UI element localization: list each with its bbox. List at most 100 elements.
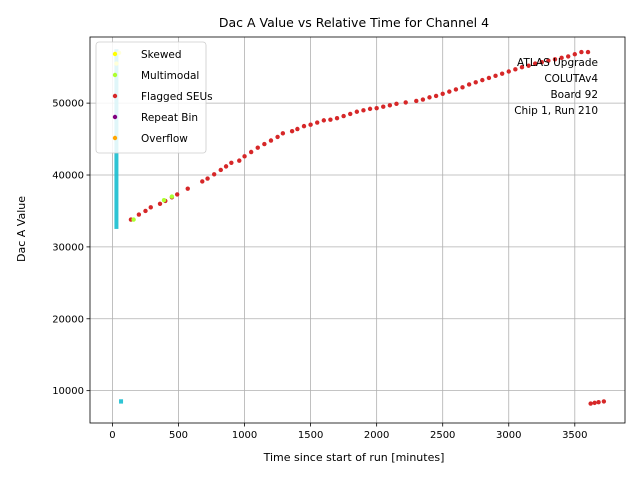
data-point — [157, 201, 163, 206]
data-point — [552, 57, 558, 62]
legend-marker — [112, 51, 118, 57]
data-point — [546, 58, 551, 63]
x-tick-label: 2500 — [430, 430, 455, 441]
data-point — [387, 103, 393, 108]
data-point — [601, 399, 607, 404]
data-point — [585, 49, 591, 55]
x-tick-label: 1500 — [298, 430, 323, 441]
legend-marker — [112, 114, 118, 120]
data-point — [433, 93, 439, 99]
data-point — [200, 179, 205, 184]
data-point — [218, 167, 223, 173]
x-tick-label: 1000 — [232, 430, 257, 441]
data-point — [486, 75, 492, 81]
data-point — [499, 71, 505, 76]
data-point — [447, 89, 452, 94]
data-point — [559, 55, 564, 61]
legend-box — [95, 41, 207, 154]
data-point — [588, 401, 593, 406]
data-point — [427, 95, 432, 100]
data-point — [223, 164, 229, 169]
x-tick-label: 500 — [169, 430, 188, 441]
y-tick-label: 50000 — [52, 99, 84, 110]
data-point — [334, 116, 340, 121]
annotation: ATLAS Upgrade COLUTAv4 Board 92 Chip 1, Run… — [514, 57, 598, 117]
data-point — [295, 126, 300, 132]
data-point — [185, 186, 190, 191]
data-point — [268, 138, 274, 143]
grid — [90, 37, 625, 423]
data-point — [414, 98, 419, 104]
data-point — [169, 194, 175, 199]
y-tick-label: 30000 — [52, 242, 84, 253]
data-point — [136, 212, 142, 217]
legend-marker — [112, 135, 118, 141]
data-point — [440, 91, 445, 96]
annotation-line: Board 92 — [550, 89, 598, 101]
x-axis: 0 500 1000 1500 2000 2500 3000 3500 — [109, 423, 588, 441]
legend-marker — [112, 93, 118, 99]
data-point — [579, 49, 584, 55]
data-point — [394, 101, 399, 107]
data-point — [148, 205, 153, 210]
data-point — [280, 131, 286, 136]
data-point — [275, 134, 280, 140]
legend-label: Multimodal — [141, 70, 199, 82]
data-point — [161, 197, 167, 203]
data-point — [255, 145, 260, 150]
data-point — [242, 154, 247, 159]
legend-label: Skewed — [141, 49, 182, 61]
y-tick-label: 40000 — [52, 171, 84, 182]
y-tick-label: 10000 — [52, 386, 84, 397]
x-axis-label: Time since start of run [minutes] — [263, 451, 445, 464]
legend-label: Repeat Bin — [141, 112, 198, 124]
data-point — [174, 192, 180, 197]
plot-frame — [89, 36, 626, 424]
annotation-line: Chip 1, Run 210 — [514, 105, 598, 117]
data-point — [248, 149, 254, 155]
data-point — [513, 67, 518, 72]
data-point — [526, 63, 531, 68]
data-point — [506, 69, 511, 74]
data-point — [301, 123, 307, 129]
data-point — [539, 59, 544, 65]
data-point — [453, 87, 459, 92]
data-point — [341, 113, 346, 119]
legend-label: Overflow — [141, 133, 188, 145]
x-tick-label: 0 — [109, 430, 115, 441]
data-point — [237, 158, 242, 163]
chart-title: Dac A Value vs Relative Time for Channel… — [219, 15, 489, 30]
data-point — [473, 80, 478, 85]
data-point — [205, 176, 210, 181]
legend-label: Flagged SEUs — [141, 91, 213, 103]
x-tick-label: 2000 — [364, 430, 389, 441]
data-point — [361, 108, 366, 113]
y-tick-label: 20000 — [52, 314, 84, 325]
data-point — [289, 128, 295, 134]
data-point — [315, 120, 320, 125]
data-point — [596, 399, 601, 405]
data-point — [420, 97, 426, 102]
data-point — [229, 160, 234, 165]
legend-marker — [112, 72, 118, 78]
data-point — [519, 64, 525, 70]
data-point — [354, 109, 360, 114]
data-point — [374, 105, 379, 111]
data-point — [211, 172, 217, 177]
data-point — [403, 100, 408, 105]
data-point — [367, 106, 373, 112]
data-point — [308, 122, 313, 127]
data-point — [143, 208, 148, 214]
data-point — [131, 217, 136, 222]
data-point — [592, 400, 597, 406]
data-point — [480, 77, 485, 83]
data-point — [532, 61, 538, 66]
y-axis-label: Dac A Value — [15, 196, 28, 262]
data-point — [493, 73, 498, 79]
data-point — [572, 52, 578, 57]
data-point — [565, 54, 571, 59]
y-axis: 10000 20000 30000 40000 50000 — [52, 99, 90, 397]
data-point — [348, 111, 353, 117]
data-point — [466, 82, 472, 87]
